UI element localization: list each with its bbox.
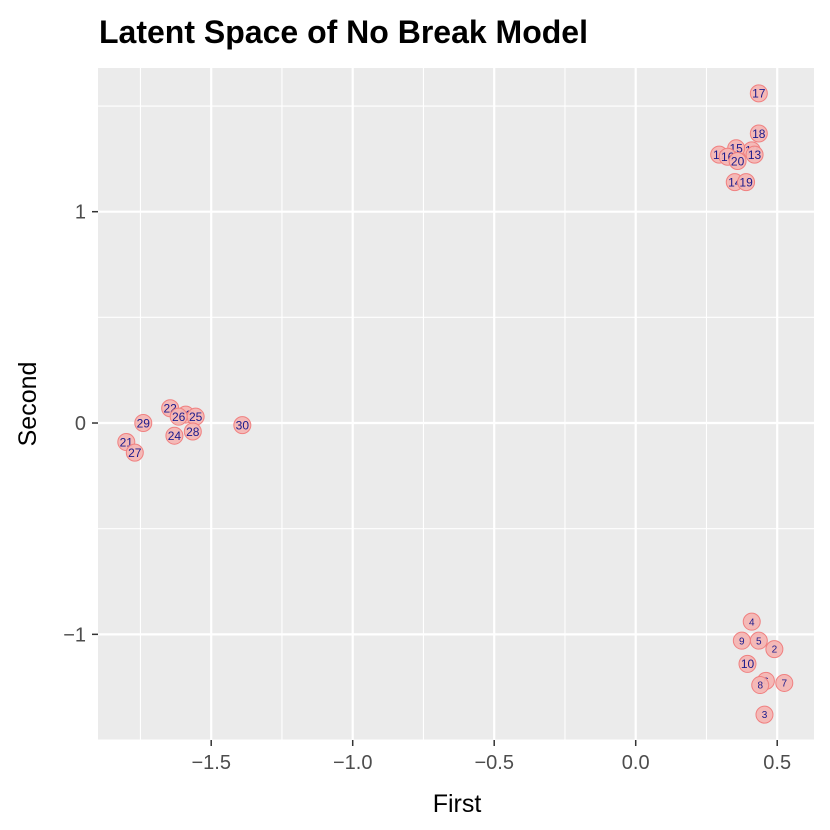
x-tick-label: −0.5 xyxy=(474,752,513,774)
point-label: 3 xyxy=(762,710,768,721)
data-point-13: 13 xyxy=(745,145,764,164)
y-tick-label: 0 xyxy=(75,413,86,435)
y-tick-label: −1 xyxy=(63,624,86,646)
y-tick-label: 1 xyxy=(75,202,86,224)
point-marker xyxy=(775,673,794,692)
point-label: 30 xyxy=(236,418,250,432)
x-axis-title: First xyxy=(433,790,482,818)
point-label: 9 xyxy=(739,636,745,647)
point-label: 20 xyxy=(731,154,745,168)
point-marker xyxy=(233,416,252,435)
grid-lines xyxy=(98,68,814,741)
chart-title: Latent Space of No Break Model xyxy=(99,14,588,50)
data-point-10: 10 xyxy=(738,654,757,673)
point-marker xyxy=(165,426,184,445)
x-tick-label: 0.5 xyxy=(763,752,791,774)
point-label: 7 xyxy=(782,679,788,690)
point-label: 18 xyxy=(752,127,766,141)
point-marker xyxy=(765,640,784,659)
data-point-17: 17 xyxy=(749,84,768,103)
point-marker xyxy=(749,124,768,143)
point-marker xyxy=(745,145,764,164)
point-label: 2 xyxy=(772,645,778,656)
data-point-20: 20 xyxy=(728,151,747,170)
data-point-27: 27 xyxy=(125,443,144,462)
data-point-4: 4 xyxy=(742,612,761,631)
point-label: 8 xyxy=(757,681,763,692)
point-label: 13 xyxy=(748,148,762,162)
point-label: 29 xyxy=(137,416,151,430)
x-tick-label: 0.0 xyxy=(622,752,650,774)
point-marker xyxy=(755,705,774,724)
data-point-5: 5 xyxy=(749,631,768,650)
data-point-29: 29 xyxy=(134,414,153,433)
data-point-9: 9 xyxy=(732,631,751,650)
point-label: 4 xyxy=(749,617,755,628)
x-axis-ticks: −1.5 −1.0 −0.5 0.0 0.5 xyxy=(191,740,791,774)
point-marker xyxy=(749,84,768,103)
point-label: 27 xyxy=(128,446,142,460)
point-marker xyxy=(169,407,188,426)
x-tick-label: −1.5 xyxy=(191,752,230,774)
point-label: 24 xyxy=(168,429,182,443)
point-label: 19 xyxy=(739,175,753,189)
y-axis-ticks: −1 0 1 xyxy=(63,202,98,646)
point-label: 26 xyxy=(172,410,186,424)
point-label: 25 xyxy=(189,410,203,424)
y-axis-title: Second xyxy=(14,362,42,447)
data-point-19: 19 xyxy=(737,173,756,192)
data-point-7: 7 xyxy=(775,673,794,692)
data-point-30: 30 xyxy=(233,416,252,435)
point-marker xyxy=(728,151,747,170)
plot-panel xyxy=(98,68,814,740)
point-marker xyxy=(737,173,756,192)
x-tick-label: −1.0 xyxy=(333,752,372,774)
data-point-18: 18 xyxy=(749,124,768,143)
point-marker xyxy=(742,612,761,631)
data-point-25: 25 xyxy=(186,407,205,426)
data-point-28: 28 xyxy=(183,422,202,441)
point-marker xyxy=(738,654,757,673)
point-marker xyxy=(125,443,144,462)
data-point-2: 2 xyxy=(765,640,784,659)
data-point-24: 24 xyxy=(165,426,184,445)
data-points: 2345678910111213141516171819202122232425… xyxy=(117,84,794,724)
point-label: 10 xyxy=(741,657,755,671)
data-point-8: 8 xyxy=(751,676,770,695)
data-point-26: 26 xyxy=(169,407,188,426)
point-label: 28 xyxy=(186,425,200,439)
point-marker xyxy=(732,631,751,650)
point-marker xyxy=(183,422,202,441)
point-label: 17 xyxy=(752,87,766,101)
data-point-3: 3 xyxy=(755,705,774,724)
point-marker xyxy=(751,676,770,695)
point-label: 5 xyxy=(756,636,762,647)
point-marker xyxy=(134,414,153,433)
